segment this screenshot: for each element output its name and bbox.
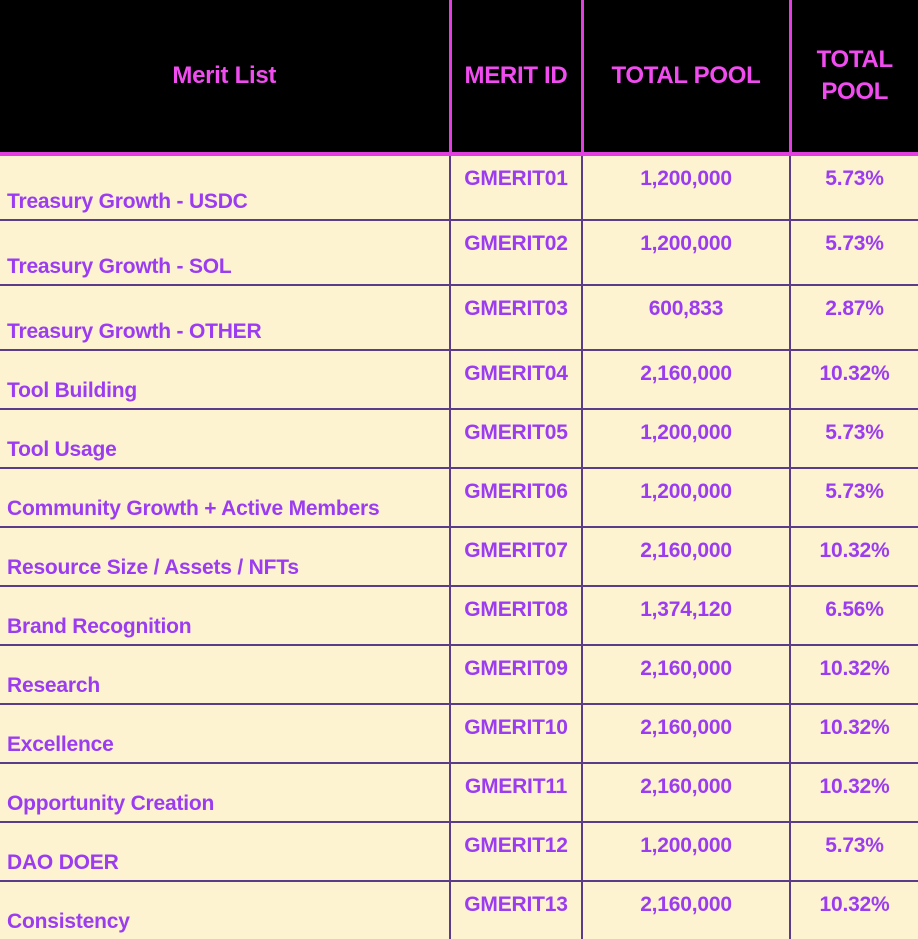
merit-name-cell: DAO DOER — [0, 821, 450, 881]
table-row: Tool Usage GMERIT05 1,200,000 5.73% — [0, 408, 918, 468]
total-pool-cell: 1,200,000 — [581, 408, 790, 468]
pool-percent-cell: 6.56% — [789, 585, 918, 645]
table-row: Resource Size / Assets / NFTs GMERIT07 2,1… — [0, 526, 918, 586]
table-row: Research GMERIT09 2,160,000 10.32% — [0, 644, 918, 704]
merit-id-cell: GMERIT05 — [449, 408, 582, 468]
pool-percent-cell: 5.73% — [789, 219, 918, 285]
total-pool-cell: 1,374,120 — [581, 585, 790, 645]
pool-percent-cell: 5.73% — [789, 408, 918, 468]
total-pool-cell: 600,833 — [581, 284, 790, 350]
merit-name-cell: Treasury Growth - SOL — [0, 219, 450, 285]
merit-id-cell: GMERIT01 — [449, 154, 582, 220]
total-pool-cell: 1,200,000 — [581, 467, 790, 527]
pool-percent-cell: 10.32% — [789, 762, 918, 822]
merit-id-cell: GMERIT07 — [449, 526, 582, 586]
total-pool-cell: 1,200,000 — [581, 154, 790, 220]
total-pool-cell: 2,160,000 — [581, 526, 790, 586]
pool-percent-cell: 2.87% — [789, 284, 918, 350]
merit-name-cell: Tool Building — [0, 349, 450, 409]
table-row: Consistency GMERIT13 2,160,000 10.32% — [0, 880, 918, 939]
merit-id-cell: GMERIT03 — [449, 284, 582, 350]
pool-percent-cell: 10.32% — [789, 703, 918, 763]
total-pool-cell: 2,160,000 — [581, 880, 790, 939]
merit-id-cell: GMERIT10 — [449, 703, 582, 763]
table-row: Treasury Growth - USDC GMERIT01 1,200,000 5… — [0, 154, 918, 220]
merit-name-cell: Tool Usage — [0, 408, 450, 468]
merit-name-cell: Resource Size / Assets / NFTs — [0, 526, 450, 586]
table-row: Treasury Growth - SOL GMERIT02 1,200,000 5.… — [0, 219, 918, 285]
total-pool-cell: 2,160,000 — [581, 762, 790, 822]
pool-percent-cell: 10.32% — [789, 526, 918, 586]
total-pool-cell: 1,200,000 — [581, 219, 790, 285]
pool-percent-cell: 5.73% — [789, 467, 918, 527]
merit-name-cell: Treasury Growth - USDC — [0, 154, 450, 220]
table-row: Tool Building GMERIT04 2,160,000 10.32% — [0, 349, 918, 409]
header-merit-id: MERIT ID — [448, 0, 582, 156]
table-row: DAO DOER GMERIT12 1,200,000 5.73% — [0, 821, 918, 881]
header-total-pool-percent: TOTAL POOL — [788, 0, 918, 156]
total-pool-cell: 1,200,000 — [581, 821, 790, 881]
merit-id-cell: GMERIT02 — [449, 219, 582, 285]
pool-percent-cell: 5.73% — [789, 821, 918, 881]
merit-name-cell: Research — [0, 644, 450, 704]
table-row: Opportunity Creation GMERIT11 2,160,000 10.… — [0, 762, 918, 822]
merit-name-cell: Consistency — [0, 880, 450, 939]
header-row: Merit List MERIT ID TOTAL POOL TOTAL POO… — [0, 0, 918, 156]
merit-name-cell: Opportunity Creation — [0, 762, 450, 822]
header-merit-list: Merit List — [0, 0, 450, 156]
pool-percent-cell: 10.32% — [789, 880, 918, 939]
table-row: Excellence GMERIT10 2,160,000 10.32% — [0, 703, 918, 763]
merit-id-cell: GMERIT13 — [449, 880, 582, 939]
merit-id-cell: GMERIT11 — [449, 762, 582, 822]
table-row: Treasury Growth - OTHER GMERIT03 600,833 2.… — [0, 284, 918, 350]
table-row: Brand Recognition GMERIT08 1,374,120 6.56% — [0, 585, 918, 645]
table-row: Community Growth + Active Members GMERIT0… — [0, 467, 918, 527]
merit-name-cell: Community Growth + Active Members — [0, 467, 450, 527]
total-pool-cell: 2,160,000 — [581, 644, 790, 704]
merit-name-cell: Treasury Growth - OTHER — [0, 284, 450, 350]
merit-id-cell: GMERIT06 — [449, 467, 582, 527]
header-total-pool: TOTAL POOL — [580, 0, 790, 156]
total-pool-cell: 2,160,000 — [581, 349, 790, 409]
merit-id-cell: GMERIT09 — [449, 644, 582, 704]
pool-percent-cell: 10.32% — [789, 644, 918, 704]
total-pool-cell: 2,160,000 — [581, 703, 790, 763]
merit-name-cell: Excellence — [0, 703, 450, 763]
pool-percent-cell: 10.32% — [789, 349, 918, 409]
merit-id-cell: GMERIT12 — [449, 821, 582, 881]
pool-percent-cell: 5.73% — [789, 154, 918, 220]
merit-id-cell: GMERIT04 — [449, 349, 582, 409]
merit-id-cell: GMERIT08 — [449, 585, 582, 645]
merit-name-cell: Brand Recognition — [0, 585, 450, 645]
